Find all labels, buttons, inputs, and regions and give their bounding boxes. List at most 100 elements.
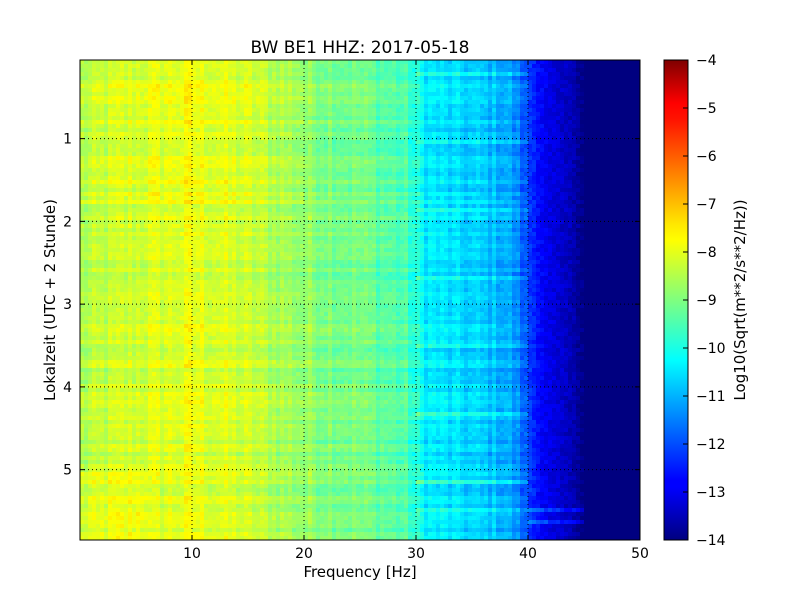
heatmap-cell bbox=[412, 100, 417, 105]
heatmap-cell bbox=[164, 148, 169, 153]
heatmap-cell bbox=[364, 172, 369, 177]
heatmap-cell bbox=[604, 192, 609, 197]
heatmap-cell bbox=[200, 76, 205, 81]
heatmap-cell bbox=[396, 124, 401, 129]
heatmap-cell bbox=[536, 116, 541, 121]
heatmap-cell bbox=[316, 184, 321, 189]
heatmap-cell bbox=[236, 184, 241, 189]
heatmap-cell bbox=[420, 92, 425, 97]
heatmap-cell bbox=[568, 60, 573, 65]
heatmap-cell bbox=[592, 152, 597, 157]
heatmap-cell bbox=[108, 200, 113, 205]
heatmap-cell bbox=[196, 96, 201, 101]
heatmap-cell bbox=[112, 80, 117, 85]
heatmap-cell bbox=[472, 128, 477, 133]
heatmap-cell bbox=[560, 112, 565, 117]
heatmap-cell bbox=[268, 92, 273, 97]
heatmap-cell bbox=[268, 112, 273, 117]
heatmap-cell bbox=[176, 60, 181, 65]
heatmap-cell bbox=[480, 104, 485, 109]
heatmap-cell bbox=[88, 100, 93, 105]
heatmap-cell bbox=[112, 60, 117, 65]
heatmap-cell bbox=[540, 68, 545, 73]
heatmap-cell bbox=[140, 196, 145, 201]
heatmap-cell bbox=[428, 136, 433, 141]
heatmap-cell bbox=[296, 72, 301, 77]
heatmap-cell bbox=[480, 80, 485, 85]
heatmap-cell bbox=[408, 88, 413, 93]
heatmap-cell bbox=[340, 136, 345, 141]
heatmap-cell bbox=[80, 132, 85, 137]
heatmap-cell bbox=[392, 144, 397, 149]
heatmap-cell bbox=[560, 76, 565, 81]
heatmap-cell bbox=[536, 64, 541, 69]
heatmap-cell bbox=[204, 200, 209, 205]
heatmap-cell bbox=[304, 168, 309, 173]
heatmap-cell bbox=[168, 96, 173, 101]
heatmap-cell bbox=[296, 168, 301, 173]
heatmap-cell bbox=[228, 80, 233, 85]
heatmap-cell bbox=[92, 180, 97, 185]
heatmap-cell bbox=[624, 196, 629, 201]
heatmap-cell bbox=[588, 76, 593, 81]
heatmap-cell bbox=[200, 128, 205, 133]
heatmap-cell bbox=[532, 144, 537, 149]
heatmap-cell bbox=[484, 60, 489, 65]
heatmap-cell bbox=[344, 116, 349, 121]
heatmap-cell bbox=[368, 68, 373, 73]
heatmap-cell bbox=[520, 176, 525, 181]
heatmap-cell bbox=[96, 92, 101, 97]
heatmap-cell bbox=[588, 60, 593, 65]
heatmap-cell bbox=[620, 88, 625, 93]
heatmap-cell bbox=[296, 188, 301, 193]
heatmap-cell bbox=[212, 156, 217, 161]
heatmap-cell bbox=[460, 128, 465, 133]
heatmap-cell bbox=[128, 156, 133, 161]
heatmap-cell bbox=[336, 104, 341, 109]
heatmap-cell bbox=[224, 64, 229, 69]
heatmap-cell bbox=[552, 104, 557, 109]
heatmap-cell bbox=[508, 84, 513, 89]
heatmap-cell bbox=[332, 184, 337, 189]
heatmap-cell bbox=[480, 64, 485, 69]
heatmap-cell bbox=[232, 124, 237, 129]
heatmap-cell bbox=[92, 144, 97, 149]
heatmap-cell bbox=[248, 68, 253, 73]
heatmap-cell bbox=[608, 196, 613, 201]
heatmap-cell bbox=[308, 156, 313, 161]
heatmap-cell bbox=[240, 172, 245, 177]
heatmap-cell bbox=[104, 96, 109, 101]
heatmap-cell bbox=[476, 148, 481, 153]
heatmap-cell bbox=[564, 76, 569, 81]
heatmap-cell bbox=[224, 100, 229, 105]
heatmap-cell bbox=[396, 120, 401, 125]
heatmap-cell bbox=[200, 100, 205, 105]
heatmap-cell bbox=[336, 152, 341, 157]
heatmap-cell bbox=[536, 100, 541, 105]
heatmap-cell bbox=[140, 160, 145, 165]
heatmap-cell bbox=[348, 132, 353, 137]
heatmap-cell bbox=[580, 172, 585, 177]
heatmap-cell bbox=[292, 96, 297, 101]
heatmap-cell bbox=[296, 92, 301, 97]
heatmap-cell bbox=[460, 88, 465, 93]
heatmap-cell bbox=[92, 104, 97, 109]
heatmap-cell bbox=[460, 84, 465, 89]
heatmap-cell bbox=[500, 160, 505, 165]
heatmap-cell bbox=[336, 180, 341, 185]
heatmap-cell bbox=[416, 92, 421, 97]
heatmap-cell bbox=[120, 104, 125, 109]
heatmap-cell bbox=[208, 76, 213, 81]
heatmap-cell bbox=[516, 60, 521, 65]
heatmap-cell bbox=[140, 168, 145, 173]
heatmap-cell bbox=[340, 192, 345, 197]
heatmap-cell bbox=[384, 116, 389, 121]
heatmap-cell bbox=[108, 100, 113, 105]
heatmap-cell bbox=[584, 96, 589, 101]
heatmap-cell bbox=[336, 92, 341, 97]
heatmap-cell bbox=[588, 124, 593, 129]
heatmap-cell bbox=[524, 112, 529, 117]
heatmap-cell bbox=[352, 144, 357, 149]
heatmap-cell bbox=[624, 184, 629, 189]
heatmap-cell bbox=[260, 68, 265, 73]
